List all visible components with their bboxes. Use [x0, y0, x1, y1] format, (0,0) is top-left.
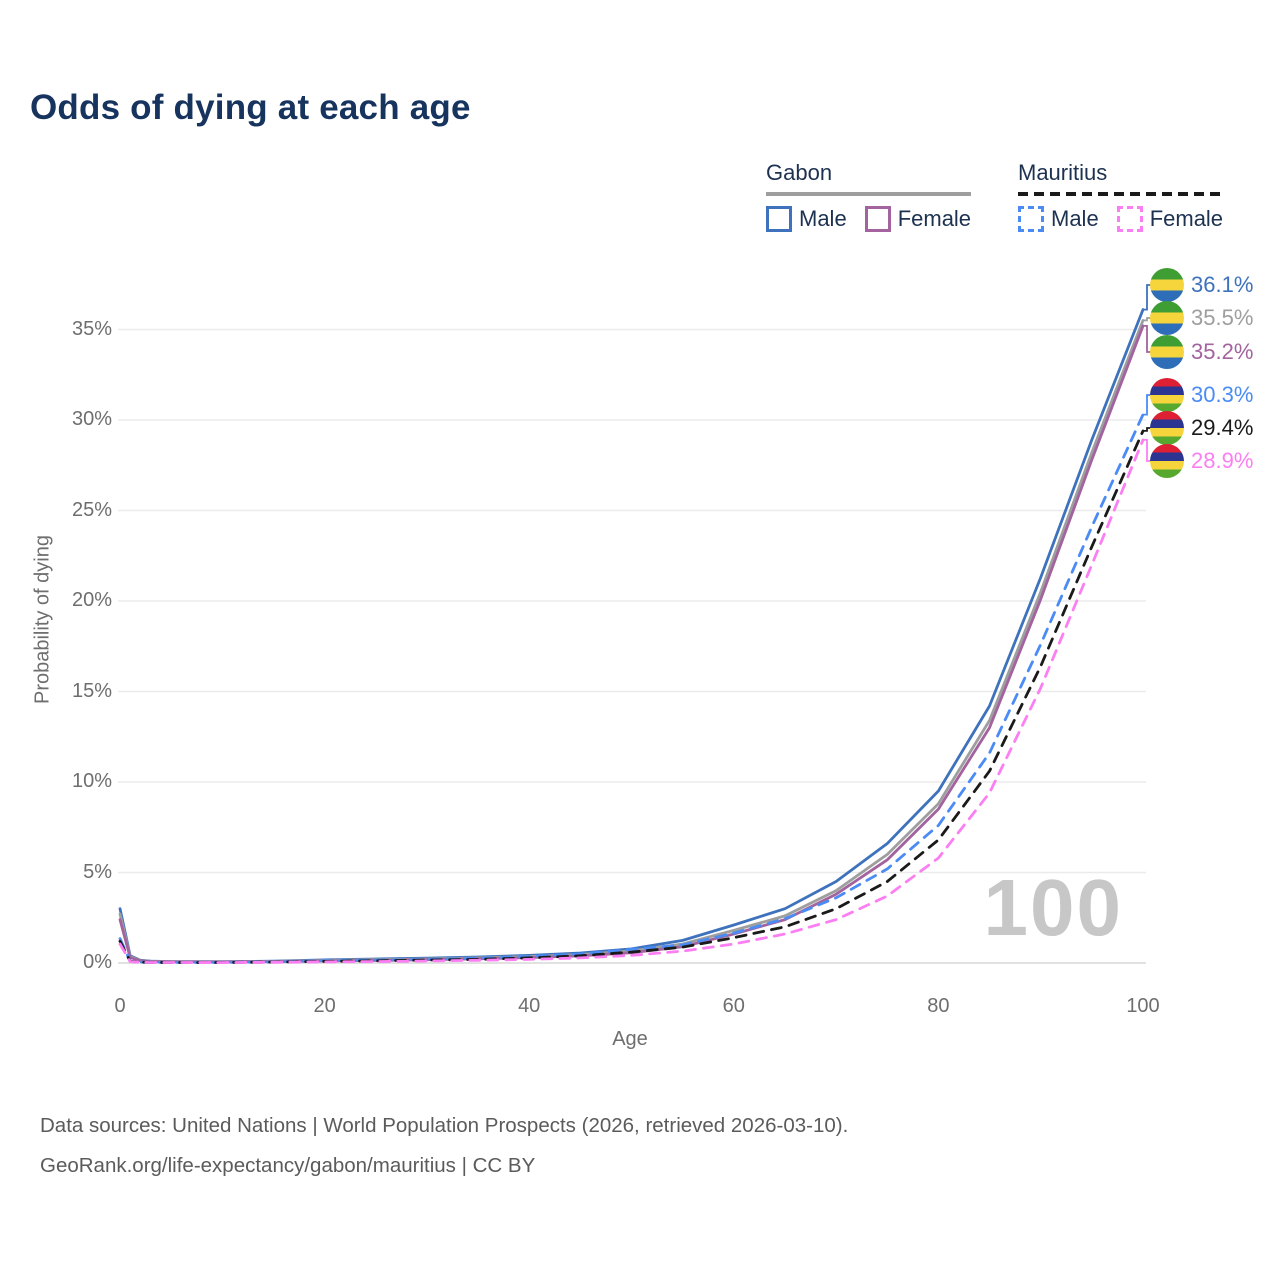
- end-label-connector: [1142, 439, 1152, 462]
- end-value-label: 29.4%: [1191, 415, 1254, 440]
- legend-label-mauritius-female: Female: [1149, 206, 1224, 231]
- legend-item-gabon-male[interactable]: Male: [766, 206, 847, 232]
- gabon-flag-icon: [1150, 301, 1184, 335]
- end-value-label: 30.3%: [1191, 382, 1254, 407]
- end-label-gabon-female: 35.2%: [1150, 335, 1253, 369]
- legend-label-gabon-male: Male: [799, 206, 847, 231]
- x-tick-label-100: 100: [1126, 995, 1160, 1017]
- end-label-gabon-all: 35.5%: [1150, 301, 1253, 335]
- end-value-label: 28.9%: [1191, 448, 1254, 473]
- end-label-connector: [1142, 284, 1152, 311]
- y-axis-title: Probability of dying: [31, 535, 54, 704]
- end-label-connector: [1142, 394, 1152, 416]
- y-tick-label-20: 20%: [71, 589, 112, 611]
- legend-label-mauritius-male: Male: [1051, 206, 1099, 231]
- end-value-label: 36.1%: [1191, 272, 1254, 297]
- y-tick-label-10: 10%: [71, 770, 112, 792]
- y-tick-label-25: 25%: [71, 498, 112, 521]
- legend-item-gabon-female[interactable]: Female: [864, 206, 972, 232]
- end-value-label: 35.2%: [1191, 339, 1254, 364]
- footer: Data sources: United Nations | World Pop…: [40, 1106, 848, 1186]
- series-line-mauritius-female: [118, 438, 1145, 964]
- legend-heading-gabon[interactable]: Gabon: [766, 160, 833, 185]
- legend-heading-mauritius[interactable]: Mauritius: [1018, 160, 1108, 185]
- mauritius-male-checkbox-icon[interactable]: [1018, 206, 1044, 232]
- mauritius-female-checkbox-icon[interactable]: [1116, 206, 1143, 232]
- x-tick-label-40: 40: [518, 995, 541, 1017]
- end-label-gabon-male: 36.1%: [1150, 268, 1253, 302]
- y-tick-label-15: 15%: [71, 679, 112, 702]
- legend-group-gabon: Gabon Male Female: [766, 160, 972, 232]
- gabon-line-style-swatch: [766, 192, 972, 196]
- gabon-flag-icon: [1150, 268, 1184, 302]
- x-tick-label-60: 60: [722, 995, 745, 1017]
- age-counter-watermark: 100: [983, 863, 1123, 952]
- end-value-label: 35.5%: [1191, 305, 1254, 330]
- gabon-female-checkbox-icon[interactable]: [864, 206, 891, 232]
- legend-item-mauritius-female[interactable]: Female: [1116, 206, 1224, 232]
- y-tick-label-30: 30%: [71, 408, 112, 430]
- page-title: Odds of dying at each age: [30, 88, 471, 127]
- legend-item-mauritius-male[interactable]: Male: [1018, 206, 1099, 232]
- footer-data-sources: Data sources: United Nations | World Pop…: [40, 1114, 849, 1137]
- gabon-male-checkbox-icon[interactable]: [766, 206, 792, 232]
- y-tick-label-0: 0%: [83, 951, 112, 973]
- end-label-mauritius-male: 30.3%: [1150, 378, 1253, 412]
- x-tick-label-80: 80: [927, 995, 950, 1017]
- y-tick-label-35: 35%: [71, 317, 112, 340]
- gabon-flag-icon: [1150, 335, 1184, 369]
- end-label-connector: [1142, 427, 1152, 432]
- footer-attribution: GeoRank.org/life-expectancy/gabon/maurit…: [40, 1154, 536, 1177]
- x-axis-title: Age: [612, 1028, 648, 1050]
- mauritius-flag-icon: [1150, 411, 1184, 445]
- x-tick-label-0: 0: [114, 995, 126, 1017]
- mauritius-flag-icon: [1150, 378, 1184, 412]
- y-tick-label-5: 5%: [83, 860, 112, 883]
- mauritius-flag-icon: [1150, 444, 1184, 478]
- end-label-connector: [1142, 325, 1152, 353]
- legend-group-mauritius: Mauritius Male Female: [1018, 160, 1224, 232]
- end-label-mauritius-all: 29.4%: [1150, 411, 1253, 445]
- x-tick-label-20: 20: [313, 995, 336, 1017]
- mauritius-line-style-swatch: [1018, 192, 1224, 196]
- end-label-connector: [1142, 317, 1152, 322]
- legend-label-gabon-female: Female: [897, 206, 972, 231]
- end-label-mauritius-female: 28.9%: [1150, 444, 1253, 478]
